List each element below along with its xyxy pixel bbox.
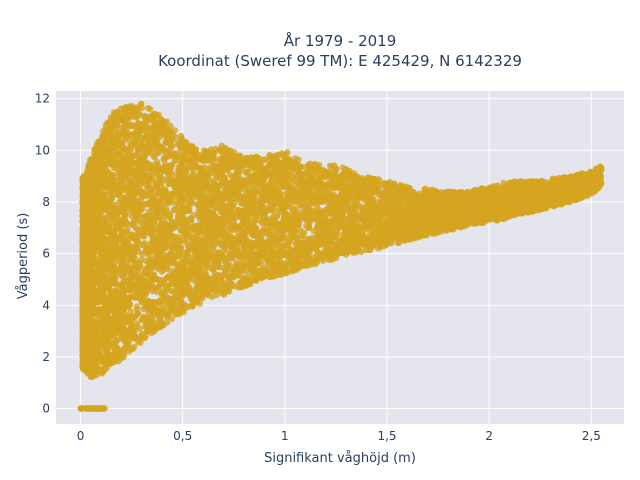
data-point — [298, 232, 305, 240]
data-point — [244, 168, 252, 175]
data-point — [245, 270, 252, 277]
data-point — [284, 149, 291, 156]
data-point — [266, 151, 273, 159]
data-point — [357, 204, 365, 212]
data-points — [77, 100, 605, 412]
